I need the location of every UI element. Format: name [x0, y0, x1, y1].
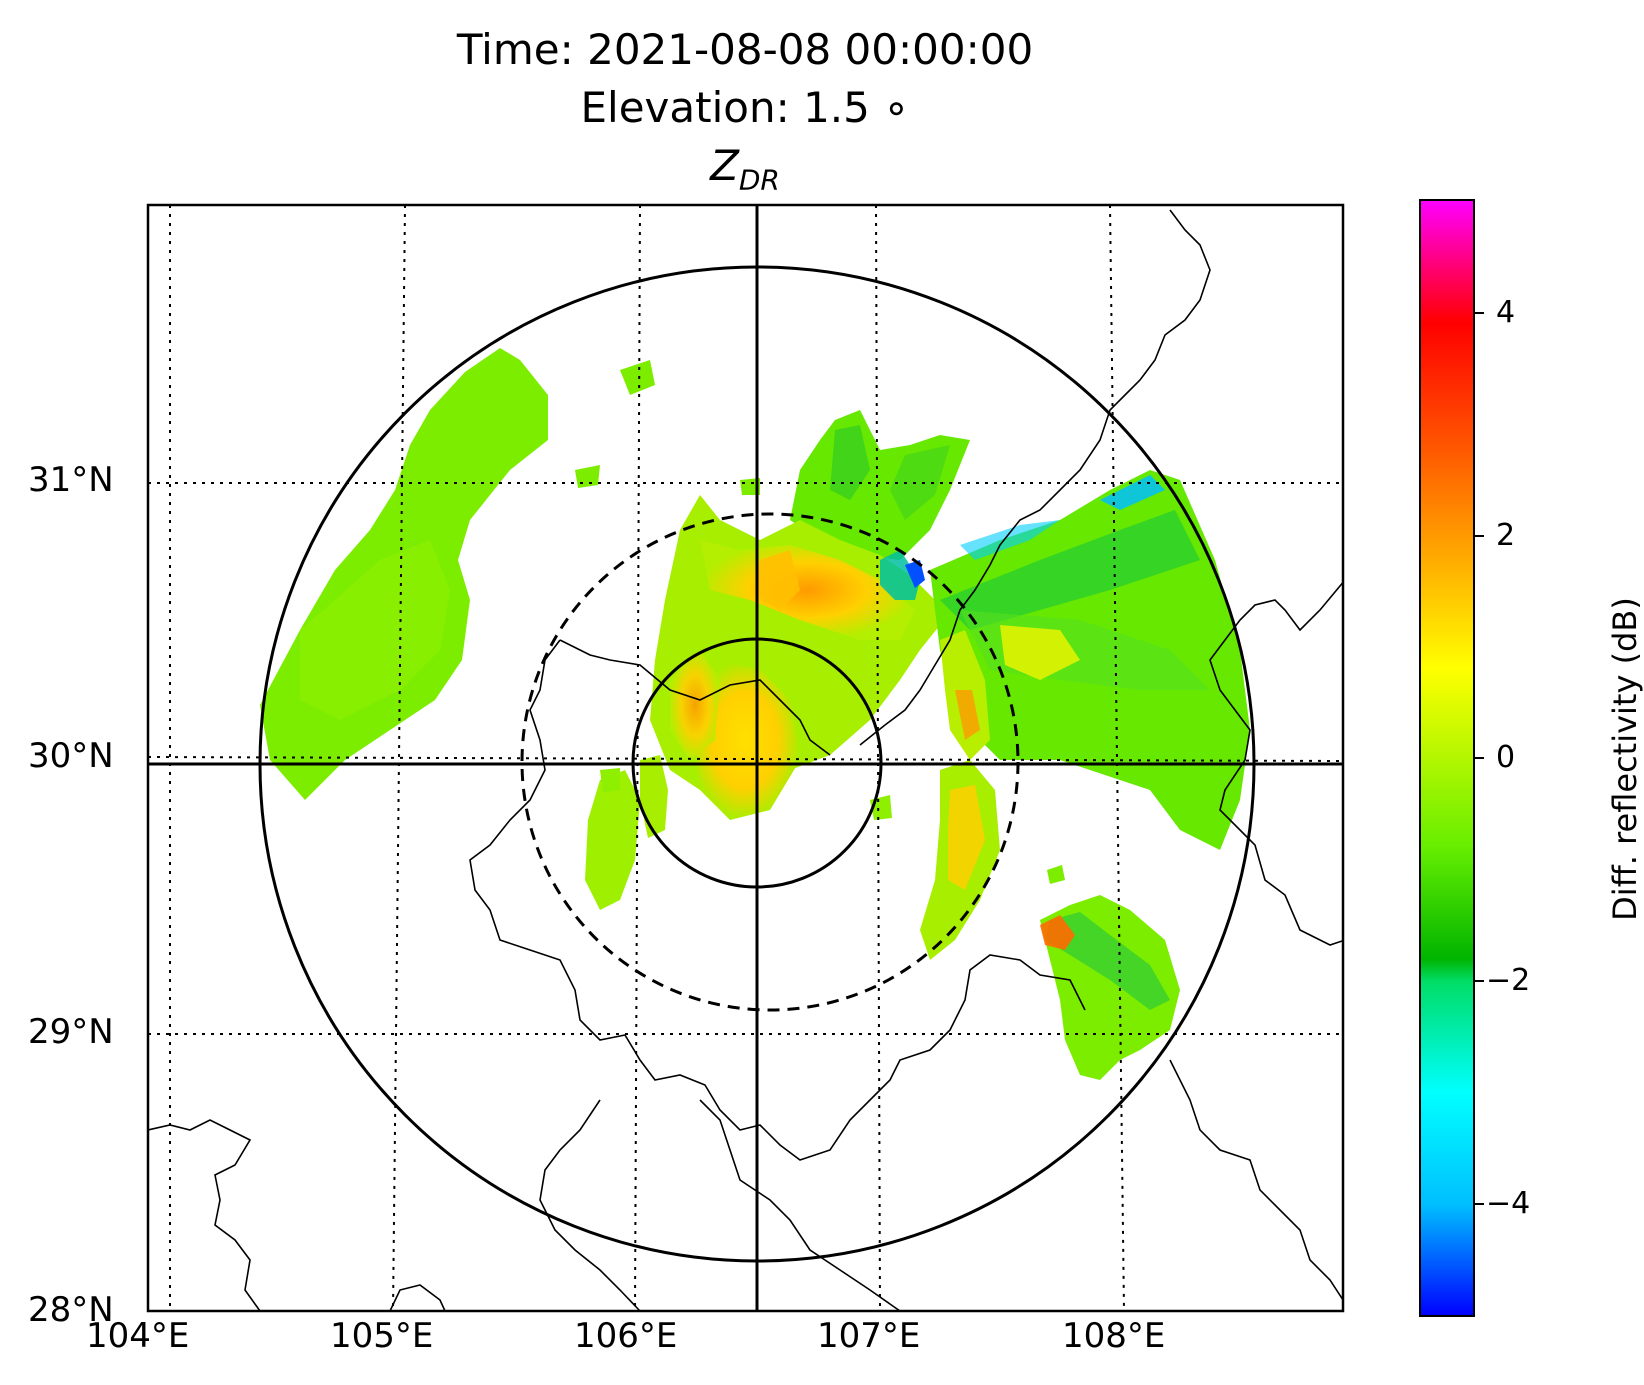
title-time: Time: 2021-08-08 00:00:00: [145, 26, 1345, 74]
colorbar-tick-0: 0: [1496, 740, 1515, 775]
colorbar-tick-2: 2: [1496, 518, 1515, 553]
lat-label-30: 30°N: [28, 736, 114, 776]
title-variable: ZDR: [145, 142, 1345, 204]
colorbar-tick-4: 4: [1496, 295, 1515, 330]
lat-label-31: 31°N: [28, 460, 114, 500]
lon-label-105: 105°E: [330, 1316, 433, 1356]
lat-label-29: 29°N: [28, 1012, 114, 1052]
colorbar: [1420, 200, 1474, 1316]
colorbar-label: Diff. reflectivity (dB): [1606, 559, 1644, 959]
colorbar-ticks: [1474, 313, 1484, 1204]
lon-label-107: 107°E: [817, 1316, 920, 1356]
title-variable-sub: DR: [739, 163, 780, 196]
lon-label-108: 108°E: [1062, 1316, 1165, 1356]
lat-label-28: 28°N: [28, 1290, 114, 1330]
gridline-lon-105: [393, 205, 405, 1311]
title-variable-main: Z: [710, 141, 739, 190]
colorbar-tick-neg2: −2: [1486, 963, 1530, 998]
radar-echoes: [260, 348, 1250, 1080]
colorbar-tick-neg4: −4: [1486, 1186, 1530, 1221]
title-elevation: Elevation: 1.5 ∘: [145, 84, 1345, 132]
lon-label-106: 106°E: [574, 1316, 677, 1356]
